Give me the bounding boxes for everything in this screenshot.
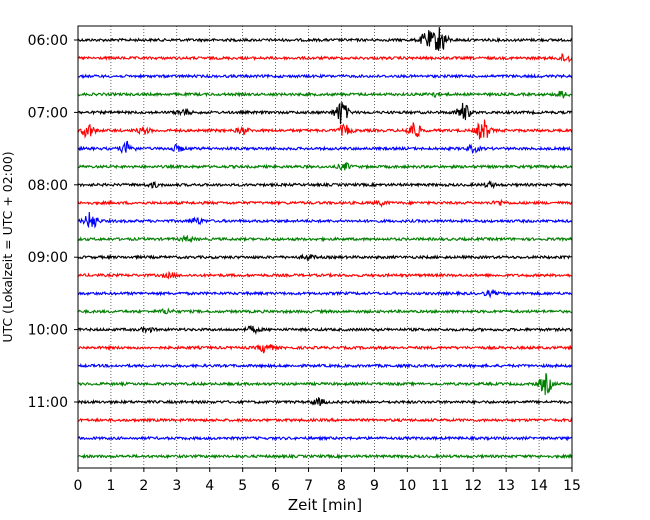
x-tick-label: 4 bbox=[205, 478, 214, 494]
x-tick-label: 8 bbox=[337, 478, 346, 494]
trace-0945 bbox=[78, 307, 573, 315]
x-tick-label: 5 bbox=[238, 478, 247, 494]
x-tick-label: 2 bbox=[139, 478, 148, 494]
x-tick-label: 11 bbox=[431, 478, 449, 494]
trace-0645 bbox=[77, 90, 573, 99]
trace-1045 bbox=[77, 373, 573, 396]
x-tick-label: 1 bbox=[106, 478, 115, 494]
seismogram-traces bbox=[77, 27, 573, 460]
trace-1130 bbox=[77, 435, 573, 442]
y-tick-label: 07:00 bbox=[28, 105, 68, 121]
trace-0745 bbox=[77, 161, 573, 171]
x-axis-label: Zeit [min] bbox=[288, 496, 362, 514]
y-tick-label: 11:00 bbox=[28, 395, 68, 411]
x-tick-label: 9 bbox=[370, 478, 379, 494]
trace-0715 bbox=[77, 119, 573, 140]
trace-1145 bbox=[77, 453, 573, 460]
trace-1100 bbox=[77, 396, 573, 407]
x-tick-label: 10 bbox=[398, 478, 416, 494]
plot-frame bbox=[77, 25, 573, 469]
x-tick-label: 6 bbox=[271, 478, 280, 494]
x-tick-label: 7 bbox=[304, 478, 313, 494]
trace-0700 bbox=[77, 101, 573, 125]
y-tick-label: 10:00 bbox=[28, 323, 68, 339]
y-tick-label: 08:00 bbox=[28, 178, 68, 194]
trace-0815 bbox=[77, 198, 573, 208]
trace-0915 bbox=[77, 270, 573, 280]
x-tick-label: 14 bbox=[530, 478, 548, 494]
y-axis-label: UTC (Lokalzeit = UTC + 02:00) bbox=[0, 151, 15, 342]
trace-1015 bbox=[77, 344, 573, 354]
x-tick-label: 12 bbox=[464, 478, 482, 494]
trace-0900 bbox=[77, 253, 573, 262]
x-tick-label: 3 bbox=[172, 478, 181, 494]
trace-0830 bbox=[77, 211, 573, 229]
trace-0600 bbox=[77, 27, 573, 51]
y-tick-label: 06:00 bbox=[28, 33, 68, 49]
trace-1030 bbox=[77, 362, 573, 369]
x-tick-label: 15 bbox=[563, 478, 581, 494]
trace-0630 bbox=[77, 73, 573, 80]
x-tick-label: 13 bbox=[497, 478, 515, 494]
trace-0730 bbox=[77, 140, 573, 155]
y-tick-label: 09:00 bbox=[28, 250, 68, 266]
trace-1000 bbox=[77, 325, 573, 336]
y-axis-ticks: 06:00 07:00 08:00 09:00 10:00 11:00 bbox=[28, 33, 78, 411]
trace-0800 bbox=[77, 180, 573, 190]
trace-0845 bbox=[77, 234, 573, 244]
trace-1115 bbox=[77, 417, 573, 424]
x-axis-ticks: 0 1 2 3 4 5 6 7 8 9 10 11 12 13 14 15 bbox=[74, 468, 581, 494]
trace-0930 bbox=[77, 289, 573, 299]
trace-0615 bbox=[77, 52, 573, 64]
x-tick-label: 0 bbox=[74, 478, 83, 494]
